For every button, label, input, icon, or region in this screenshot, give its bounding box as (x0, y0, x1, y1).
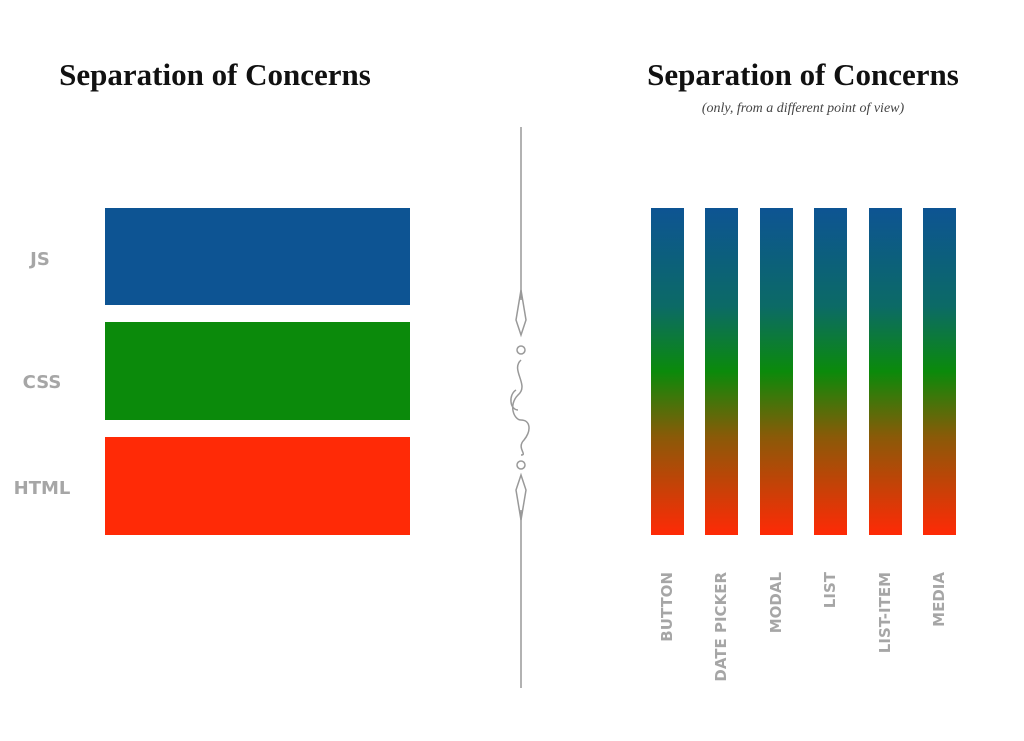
divider (510, 127, 530, 688)
component-bar (869, 208, 902, 535)
component-label: BUTTON (658, 572, 676, 642)
component-label: MEDIA (930, 572, 948, 627)
component-bar (923, 208, 956, 535)
component-bar (651, 208, 684, 535)
component-label: LIST (821, 571, 839, 608)
css-layer (105, 322, 410, 420)
component-bar (760, 208, 793, 535)
right-title: Separation of Concerns (647, 57, 959, 92)
component-label: DATE PICKER (712, 572, 730, 682)
layer-label: CSS (23, 372, 62, 393)
html-layer (105, 437, 410, 535)
component-label: MODAL (767, 572, 785, 634)
layer-label: HTML (14, 478, 71, 499)
component-bar (814, 208, 847, 535)
component-bar (705, 208, 738, 535)
layer-label: JS (28, 249, 50, 270)
component-label: LIST-ITEM (876, 572, 894, 653)
subtitle: (only, from a different point of view) (702, 101, 905, 116)
components: BUTTON DATE PICKER MODAL LIST LIST-ITEM MEDIA (651, 208, 956, 682)
js-layer (105, 208, 410, 305)
left-title: Separation of Concerns (59, 57, 371, 92)
